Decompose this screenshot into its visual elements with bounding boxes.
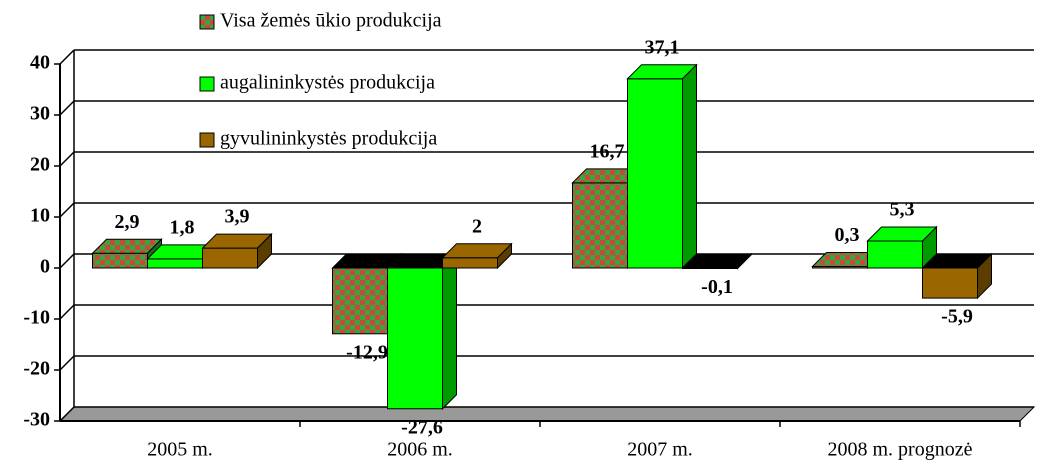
value-label: -27,6 — [401, 416, 443, 438]
y-tick-label: 40 — [30, 52, 50, 74]
bar — [627, 78, 683, 269]
grid-wall-line — [59, 355, 75, 371]
bar — [387, 267, 443, 410]
floor — [58, 406, 1036, 422]
y-tick-label: 0 — [40, 256, 50, 278]
bar-side — [682, 63, 697, 270]
bar — [92, 252, 148, 269]
value-label: 16,7 — [590, 140, 625, 162]
y-tick-label: 30 — [30, 103, 50, 125]
bar — [202, 247, 258, 269]
y-tick-label: 20 — [30, 154, 50, 176]
value-label: 37,1 — [645, 36, 680, 58]
value-label: 5,3 — [890, 199, 915, 221]
legend-swatch — [199, 132, 215, 148]
value-label: -0,1 — [701, 276, 733, 298]
value-label: 1,8 — [170, 216, 195, 238]
bar — [867, 240, 923, 269]
grid-wall-line — [59, 49, 75, 65]
bar-side — [442, 252, 457, 410]
y-tick-label: -30 — [23, 409, 50, 431]
grid-wall-line — [59, 253, 75, 269]
value-label: 2 — [472, 215, 482, 237]
x-tick-label: 2007 m. — [627, 439, 693, 461]
y-tick-label: -10 — [23, 307, 50, 329]
x-tick-label: 2006 m. — [387, 439, 453, 461]
value-label: -12,9 — [346, 341, 388, 363]
value-label: 0,3 — [835, 224, 860, 246]
bar-side — [497, 242, 512, 270]
bar — [147, 258, 203, 269]
y-tick-label: -20 — [23, 358, 50, 380]
value-label: -5,9 — [941, 306, 973, 328]
bar — [332, 267, 388, 335]
grid-wall-line — [59, 202, 75, 218]
legend-label: Visa žemės ūkio produkcija — [220, 10, 442, 32]
y-tick-label: 10 — [30, 205, 50, 227]
grid-wall-line — [59, 304, 75, 320]
bar — [922, 267, 978, 299]
bar-side — [737, 252, 752, 270]
value-label: 3,9 — [225, 206, 250, 228]
grid-wall-line — [59, 151, 75, 167]
legend-swatch — [199, 76, 215, 92]
bar-side — [977, 252, 992, 300]
bar-side — [257, 232, 272, 270]
grid-wall-line — [59, 406, 75, 422]
legend-swatch — [199, 14, 215, 30]
legend-label: augalininkystės produkcija — [220, 72, 435, 94]
bar — [572, 182, 628, 269]
bar — [442, 257, 498, 269]
grid-wall-line — [59, 100, 75, 116]
x-tick-label: 2005 m. — [147, 439, 213, 461]
value-label: 2,9 — [115, 211, 140, 233]
legend-label: gyvulininkystės produkcija — [220, 128, 437, 150]
x-tick-label: 2008 m. prognozė — [828, 439, 973, 461]
